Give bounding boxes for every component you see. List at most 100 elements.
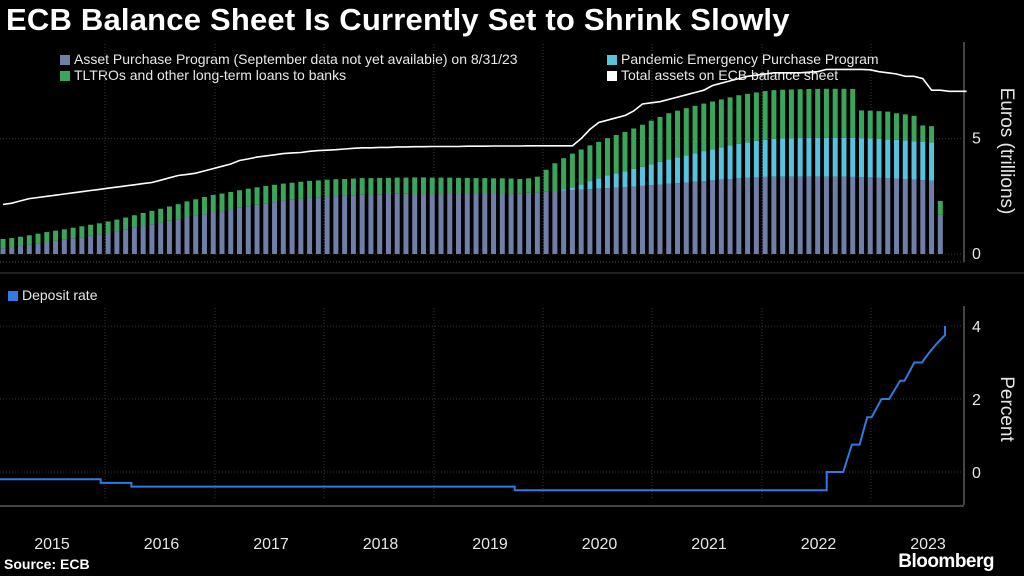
legend-pepp-swatch (607, 55, 617, 65)
bar-app-67 (587, 189, 593, 254)
bar-app-50 (438, 193, 444, 254)
bar-tltro-1 (9, 238, 15, 248)
bar-app-65 (569, 190, 575, 254)
bar-app-46 (403, 193, 409, 254)
xtick-2017: 2017 (253, 536, 289, 553)
bar-pepp-92 (806, 137, 812, 177)
bar-app-106 (929, 180, 935, 254)
bar-tltro-64 (561, 158, 567, 190)
bar-app-33 (289, 199, 295, 254)
legend-total: Total assets on ECB balance sheet (607, 67, 838, 83)
bar-app-75 (657, 184, 663, 254)
bar-app-79 (692, 181, 698, 254)
bar-app-56 (491, 193, 497, 254)
bar-tltro-31 (272, 184, 278, 203)
bar-pepp-70 (613, 173, 619, 188)
bar-tltro-79 (692, 105, 698, 154)
bar-app-71 (622, 187, 628, 254)
bar-tltro-73 (639, 124, 645, 167)
bar-tltro-101 (885, 111, 891, 140)
bar-tltro-37 (324, 179, 330, 197)
bar-tltro-80 (701, 103, 707, 152)
bar-tltro-89 (780, 89, 786, 139)
bar-app-3 (26, 244, 32, 254)
bar-app-86 (753, 177, 759, 254)
bar-app-70 (613, 187, 619, 254)
bar-pepp-77 (675, 157, 681, 184)
bar-tltro-30 (263, 185, 269, 204)
bar-app-59 (517, 193, 523, 254)
bar-tltro-95 (832, 88, 838, 138)
bar-tltro-4 (35, 233, 41, 244)
bar-app-81 (710, 180, 716, 254)
bar-app-49 (429, 193, 435, 254)
bar-tltro-67 (587, 145, 593, 182)
bar-app-104 (911, 179, 917, 254)
bar-app-96 (841, 176, 847, 254)
bar-tltro-41 (359, 178, 365, 195)
bar-app-13 (114, 231, 120, 254)
bar-tltro-14 (123, 217, 129, 230)
bar-app-76 (666, 183, 672, 254)
bar-tltro-38 (333, 179, 339, 197)
bar-app-27 (237, 207, 243, 254)
bar-tltro-15 (131, 215, 137, 228)
bar-app-103 (902, 179, 908, 254)
bottom-ytick-2: 2 (972, 392, 981, 409)
bar-app-63 (552, 191, 558, 254)
xtick-2019: 2019 (472, 536, 508, 553)
bar-tltro-6 (53, 230, 59, 241)
bar-app-100 (876, 177, 882, 254)
top-ytick-5: 5 (972, 131, 981, 148)
bar-pepp-88 (771, 138, 777, 177)
bar-pepp-80 (701, 151, 707, 182)
bar-tltro-32 (280, 183, 286, 201)
bar-tltro-25 (219, 193, 225, 212)
bar-app-55 (482, 193, 488, 254)
bar-app-82 (718, 179, 724, 254)
bar-tltro-10 (88, 224, 94, 236)
bar-pepp-90 (788, 138, 794, 177)
bar-pepp-96 (841, 137, 847, 177)
bar-app-58 (508, 193, 514, 254)
bar-app-102 (894, 178, 900, 254)
bar-app-105 (920, 180, 926, 254)
chart-title: ECB Balance Sheet Is Currently Set to Sh… (6, 2, 790, 37)
bar-tltro-3 (26, 235, 32, 245)
bar-pepp-103 (902, 140, 908, 179)
bar-app-43 (377, 194, 383, 254)
bar-tltro-106 (929, 126, 935, 143)
bar-app-20 (175, 219, 181, 254)
bar-app-45 (394, 193, 400, 254)
bar-tltro-19 (166, 206, 172, 221)
xtick-2021: 2021 (691, 536, 727, 553)
bar-app-17 (149, 224, 155, 254)
bar-app-62 (543, 191, 549, 254)
bar-tltro-93 (815, 89, 821, 138)
bar-pepp-65 (569, 187, 575, 191)
bar-app-52 (456, 193, 462, 254)
bar-app-80 (701, 181, 707, 254)
xtick-2020: 2020 (582, 536, 618, 553)
bar-tltro-103 (902, 114, 908, 141)
legend-deposit-swatch (8, 291, 18, 301)
bar-pepp-64 (561, 189, 567, 191)
bar-tltro-52 (456, 177, 462, 194)
source-note: Source: ECB (4, 556, 90, 572)
bar-pepp-93 (815, 137, 821, 177)
bar-app-35 (307, 197, 313, 254)
bar-pepp-106 (929, 142, 935, 181)
bar-app-78 (683, 182, 689, 254)
bar-tltro-91 (797, 89, 803, 138)
bar-tltro-22 (193, 199, 199, 216)
bar-app-19 (166, 220, 172, 254)
bar-pepp-100 (876, 138, 882, 178)
bar-app-107 (937, 214, 943, 254)
bar-tltro-35 (307, 180, 313, 198)
bar-app-73 (639, 185, 645, 254)
total-assets-line (2, 68, 967, 206)
bar-tltro-66 (578, 149, 584, 185)
bar-tltro-69 (604, 138, 610, 176)
bar-tltro-85 (745, 93, 751, 143)
